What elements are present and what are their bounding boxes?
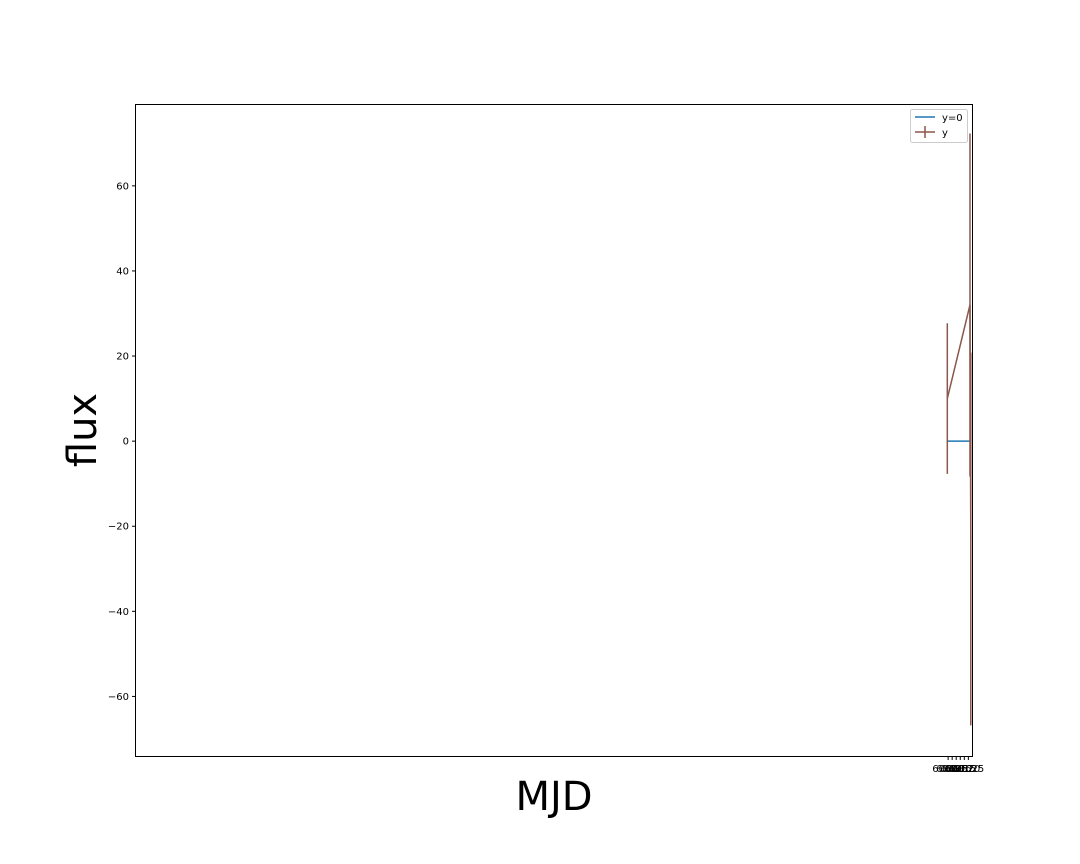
x-tick-label: 60605 [936, 764, 968, 775]
x-tick-label: 60620 [948, 764, 980, 775]
y-tick-label: 60 [116, 181, 129, 192]
legend: y=0 y [910, 109, 968, 143]
legend-label-y0: y=0 [942, 113, 963, 124]
legend-label-y: y [942, 128, 948, 139]
y-axis: −60 −40 −20 0 20 40 60 [108, 181, 136, 703]
y-tick-label: −20 [108, 522, 129, 533]
y-tick-label: −40 [108, 607, 129, 618]
plot-area [946, 133, 972, 726]
axes-frame [135, 104, 973, 757]
x-axis-title: MJD [515, 774, 592, 820]
y-tick-label: −60 [108, 692, 129, 703]
x-tick-label: 60600 [932, 764, 964, 775]
y-tick-label: 20 [116, 352, 129, 363]
y-tick-label: 0 [123, 437, 129, 448]
y-axis-title: flux [60, 393, 106, 467]
x-tick-label: 60610 [940, 764, 972, 775]
y-tick-label: 40 [116, 266, 129, 277]
x-tick-label: 60625 [952, 764, 984, 775]
x-tick-label: 60615 [944, 764, 976, 775]
